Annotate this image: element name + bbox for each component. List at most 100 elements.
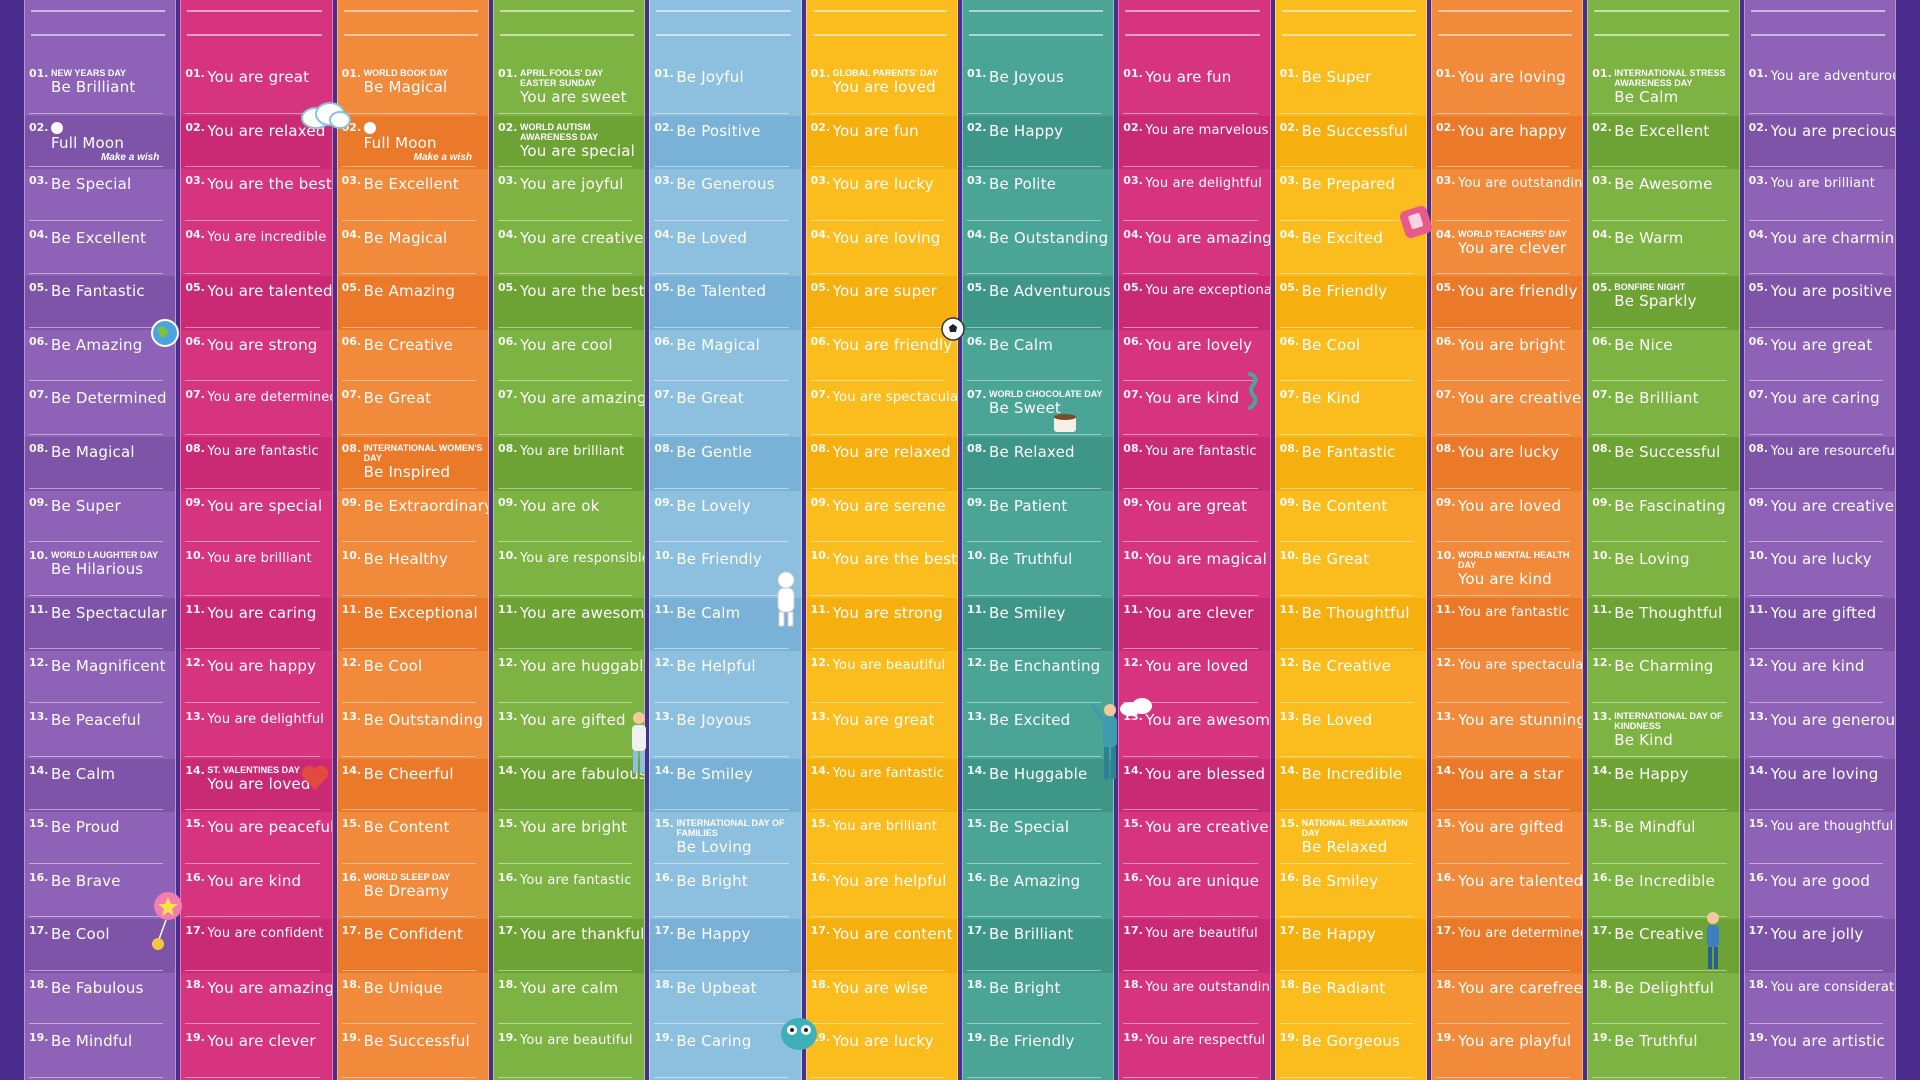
day-row: 02. You are fun xyxy=(806,115,957,170)
day-number: 10. xyxy=(654,549,674,563)
day-row: 09. You are great xyxy=(1119,491,1269,545)
day-affirmation: Be Magical xyxy=(51,443,135,462)
day-row: 10. Be Loving xyxy=(1588,544,1738,598)
day-affirmation: You are relaxed xyxy=(832,443,951,462)
day-affirmation: You are creative xyxy=(1457,389,1582,408)
day-number: 15. xyxy=(1592,817,1612,831)
day-row: 16. Be Amazing xyxy=(963,866,1113,920)
day-number: 03. xyxy=(1123,174,1143,188)
day-row: 02. Be Happy xyxy=(962,115,1114,170)
day-affirmation: You are gifted xyxy=(519,710,626,729)
day-affirmation: Full Moon xyxy=(363,133,437,152)
day-row: 05. You are exceptional xyxy=(1119,276,1270,330)
day-row: 02. Be Successful xyxy=(1275,115,1426,170)
day-affirmation: Be Loving xyxy=(1614,550,1690,569)
day-affirmation: You are confident xyxy=(207,926,324,942)
day-number: 06. xyxy=(1279,334,1300,348)
day-affirmation: Be Gorgeous xyxy=(1301,1032,1401,1051)
day-affirmation: You are strong xyxy=(207,335,318,354)
day-number: 08. xyxy=(1592,442,1612,456)
day-row: 13. You are gifted xyxy=(494,705,644,759)
day-number: 04. xyxy=(341,227,362,241)
day-number: 03. xyxy=(654,174,674,188)
day-row: 06. Be Cool xyxy=(1276,330,1426,384)
day-affirmation: Be Exceptional xyxy=(363,603,478,622)
day-affirmation: You are delightful xyxy=(1145,176,1263,192)
day-affirmation: You are clever xyxy=(207,1032,316,1051)
day-affirmation: You are creative xyxy=(1770,496,1895,515)
day-affirmation: You are super xyxy=(832,282,938,301)
day-event-note: St. Valentines Day xyxy=(207,764,300,775)
day-affirmation: Be Great xyxy=(1301,550,1370,569)
day-row: 04. Be Magical xyxy=(338,223,488,277)
day-affirmation: Be Content xyxy=(363,818,450,837)
day-number: 12. xyxy=(185,656,205,670)
day-number: 10. xyxy=(1123,549,1143,563)
day-row: 16. You are talented xyxy=(1432,866,1582,920)
day-number: 16. xyxy=(966,870,987,884)
day-event-note: International Day of Kindness xyxy=(1614,710,1723,731)
day-affirmation: You are loving xyxy=(1457,68,1566,86)
day-affirmation: You are beautiful xyxy=(832,658,946,674)
day-row: 19. You are artistic xyxy=(1745,1026,1895,1080)
day-row: 07. You are caring xyxy=(1745,383,1895,437)
full-moon-icon xyxy=(363,121,376,134)
day-row: 05. You are friendly xyxy=(1431,276,1583,330)
day-affirmation: Be Successful xyxy=(1614,443,1721,462)
day-row: 02. World Autism Awareness Day You are spe… xyxy=(493,115,645,170)
day-number: 15. xyxy=(654,817,674,831)
day-affirmation: Be Generous xyxy=(676,175,775,194)
day-number: 12. xyxy=(966,656,987,670)
day-affirmation: Be Loved xyxy=(1301,710,1373,729)
day-row: 05. Be Fantastic xyxy=(25,276,176,330)
day-row: 07. Be Determined xyxy=(25,383,175,437)
day-number: 15. xyxy=(497,817,518,831)
day-number: 12. xyxy=(497,656,518,670)
day-number: 09. xyxy=(497,495,518,509)
day-number: 03. xyxy=(1592,174,1612,188)
day-affirmation: You are blessed xyxy=(1145,764,1266,783)
day-affirmation: You are beautiful xyxy=(519,1033,633,1049)
day-affirmation: Be Spectacular xyxy=(51,603,167,622)
day-row: 18. Be Delightful xyxy=(1588,973,1738,1027)
day-affirmation: Be Cool xyxy=(51,925,110,944)
day-number: 01. xyxy=(1123,67,1143,80)
day-number: 13. xyxy=(341,709,362,723)
day-affirmation: Be Excited xyxy=(1301,228,1384,247)
day-number: 07. xyxy=(1592,388,1612,402)
day-row: 04. You are incredible xyxy=(181,223,331,277)
day-number: 06. xyxy=(1748,334,1769,348)
day-row: 16. You are helpful xyxy=(807,866,957,920)
day-number: 13. xyxy=(654,709,674,723)
day-number: 08. xyxy=(966,442,987,456)
day-affirmation: Be Calm xyxy=(51,764,116,783)
day-row: 10. Be Friendly xyxy=(650,544,800,598)
day-affirmation: Be Relaxed xyxy=(988,443,1075,462)
day-affirmation: Be Outstanding xyxy=(988,228,1109,247)
day-number: 15. xyxy=(1748,817,1769,831)
day-number: 18. xyxy=(341,977,362,991)
calendar-board: 01. New Years Day Be Brilliant 02. Full Moon… xyxy=(24,0,1896,1080)
day-row: 19. You are respectful xyxy=(1119,1026,1269,1080)
day-affirmation: Be Smiley xyxy=(676,764,753,783)
day-number: 10. xyxy=(29,549,49,563)
day-number: 07. xyxy=(341,388,362,402)
day-affirmation: Be Creative xyxy=(363,335,454,354)
day-row: 04. Be Outstanding xyxy=(963,223,1113,277)
day-number: 02. xyxy=(29,120,49,134)
day-number: 12. xyxy=(29,656,49,670)
day-row: 08. You are fantastic xyxy=(1119,437,1270,491)
day-number: 13. xyxy=(1435,709,1456,723)
day-number: 09. xyxy=(185,495,205,509)
day-affirmation: Be Confident xyxy=(363,925,464,944)
day-number: 18. xyxy=(185,977,205,991)
day-row: 04. Be Loved xyxy=(650,223,800,277)
day-number: 13. xyxy=(1748,709,1769,723)
day-number: 18. xyxy=(497,977,518,991)
day-number: 19. xyxy=(1435,1031,1456,1045)
day-number: 14. xyxy=(1592,763,1612,777)
day-affirmation: You are brilliant xyxy=(207,551,312,567)
day-number: 09. xyxy=(341,495,362,509)
day-number: 11. xyxy=(29,602,49,616)
day-affirmation: You are calm xyxy=(519,978,619,997)
